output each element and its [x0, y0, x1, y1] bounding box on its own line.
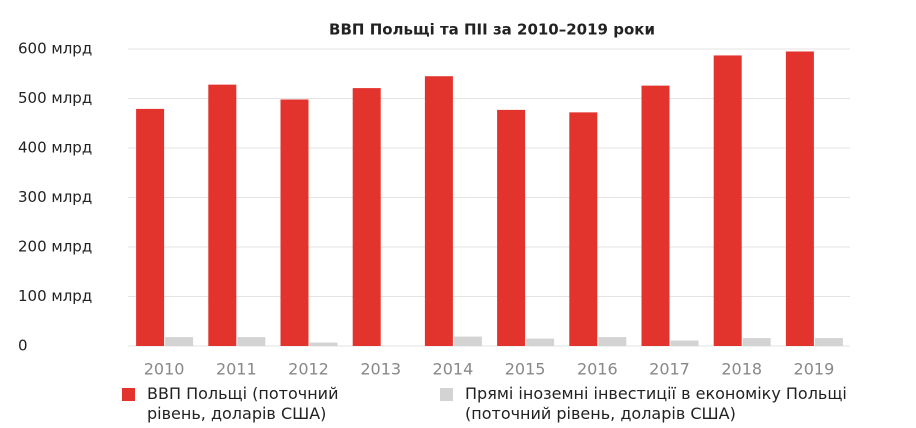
x-tick-label: 2017: [649, 360, 690, 379]
x-tick-label: 2010: [144, 360, 185, 379]
bar: [453, 336, 482, 346]
legend-item: ВВП Польщі (поточний рівень, доларів США…: [122, 384, 377, 424]
bar: [742, 338, 771, 346]
bar: [352, 88, 381, 346]
bar: [670, 340, 699, 346]
bar: [785, 51, 814, 346]
y-tick-label: 100 млрд: [18, 287, 92, 305]
bar: [569, 112, 598, 346]
x-tick-label: 2014: [433, 360, 474, 379]
y-tick-label: 0: [18, 337, 28, 355]
legend-label: ВВП Польщі (поточний рівень, доларів США…: [147, 384, 339, 423]
bar: [165, 337, 194, 346]
bar: [237, 337, 266, 346]
y-tick-label: 600 млрд: [18, 40, 92, 58]
legend-swatch: [122, 388, 135, 401]
bar: [136, 108, 165, 347]
bar: [713, 55, 742, 347]
y-tick-label: 400 млрд: [18, 139, 92, 157]
x-tick-label: 2018: [721, 360, 762, 379]
bar: [208, 84, 237, 346]
bar: [424, 76, 453, 346]
chart: ВВП Польщі та ПІІ за 2010–2019 роки 0 100…: [18, 21, 850, 379]
x-tick-label: 2015: [505, 360, 546, 379]
legend-swatch: [440, 388, 453, 401]
x-tick-label: 2016: [577, 360, 618, 379]
bar: [309, 342, 338, 346]
x-tick-label: 2013: [360, 360, 401, 379]
bar: [641, 85, 670, 346]
chart-title: ВВП Польщі та ПІІ за 2010–2019 роки: [329, 21, 655, 39]
x-tick-label: 2011: [216, 360, 257, 379]
legend-item: Прямі іноземні інвестиції в економіку По…: [440, 384, 885, 424]
y-tick-label: 200 млрд: [18, 238, 92, 256]
y-tick-label: 300 млрд: [18, 188, 92, 206]
bar: [598, 337, 627, 346]
bar: [526, 338, 555, 346]
x-tick-label: 2012: [288, 360, 329, 379]
bar: [814, 338, 843, 346]
bar: [280, 99, 309, 347]
legend-label: Прямі іноземні інвестиції в економіку По…: [465, 384, 847, 423]
bar: [497, 109, 526, 346]
y-tick-label: 500 млрд: [18, 89, 92, 107]
x-tick-label: 2019: [794, 360, 835, 379]
